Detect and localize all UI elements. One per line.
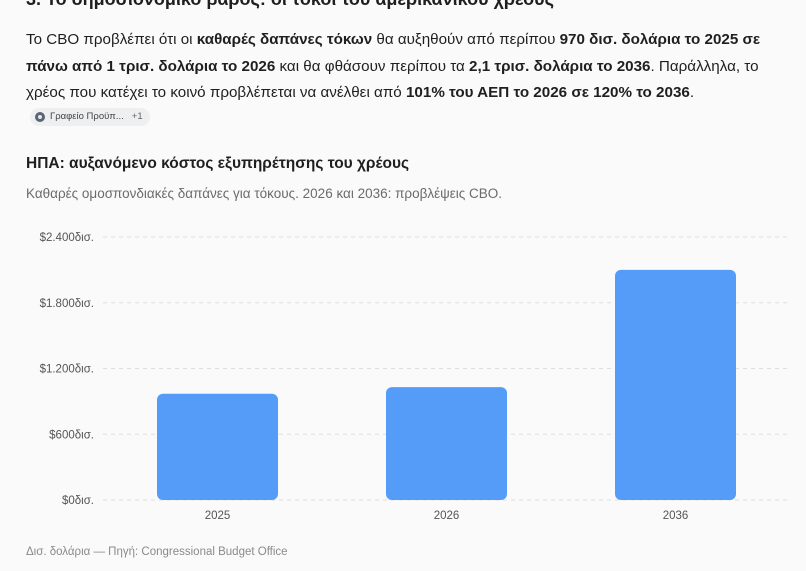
- y-tick-label: $1.800δισ.: [40, 298, 94, 310]
- y-axis-ticks: $0δισ. $600δισ. $1.200δισ. $1.800δισ. $2.400…: [40, 232, 94, 507]
- chart-footnote: Δισ. δολάρια — Πηγή: Congressional Budge…: [26, 546, 288, 558]
- bar-2025[interactable]: [157, 393, 278, 500]
- x-tick-label: 2025: [205, 510, 231, 522]
- y-tick-label: $600δισ.: [49, 429, 94, 441]
- summary-highlight: 970 δισ. δολάρια το 2025 σε πάνω από 1 τ…: [26, 31, 761, 75]
- summary-highlight: 2,1 τρισ. δολάρια το 2036: [469, 57, 651, 75]
- summary-highlight: 101% του ΑΕΠ το 2026 σε 120% το 2036: [405, 84, 690, 102]
- bar-2036[interactable]: [615, 269, 736, 500]
- section-title: 3. Το δημοσιονομικό βάρος: οι τόκοι του …: [26, 0, 554, 10]
- x-axis-ticks: 2025 2026 2036: [205, 510, 689, 522]
- source-chip-more: +1: [131, 110, 143, 122]
- summary-text: . Παράλληλα, το χρέος που κατέχει το κοι…: [26, 57, 759, 102]
- summary-paragraph: Το CBO προβλέπει ότι οι καθαρές δαπάνες …: [26, 27, 786, 133]
- source-chip-label: Γραφείο Προϋπ...: [50, 110, 124, 122]
- bars: [157, 269, 736, 500]
- y-tick-label: $0δισ.: [62, 495, 94, 507]
- summary-text: και θα φθάσουν περίπου τα: [275, 57, 470, 75]
- chart-subtitle: Καθαρές ομοσπονδιακές δαπάνες για τόκους…: [26, 186, 503, 201]
- x-tick-label: 2026: [434, 510, 460, 522]
- summary-highlight: καθαρές δαπάνες τόκων: [196, 31, 373, 48]
- source-chip[interactable]: Γραφείο Προϋπ... +1: [30, 107, 150, 126]
- bar-chart: $0δισ. $600δισ. $1.200δισ. $1.800δισ. $2.400…: [40, 232, 790, 522]
- chart-title: ΗΠΑ: αυξανόμενο κόστος εξυπηρέτησης του …: [26, 155, 410, 172]
- x-tick-label: 2036: [663, 510, 689, 522]
- summary-text: θα αυξηθούν από περίπου: [372, 31, 560, 48]
- y-tick-label: $2.400δισ.: [40, 232, 94, 244]
- summary-text: Το CBO προβλέπει ότι οι: [26, 31, 197, 48]
- bar-2026[interactable]: [386, 387, 507, 500]
- summary-text: .: [689, 84, 695, 102]
- office-icon: [35, 111, 45, 122]
- y-tick-label: $1.200δισ.: [40, 364, 94, 376]
